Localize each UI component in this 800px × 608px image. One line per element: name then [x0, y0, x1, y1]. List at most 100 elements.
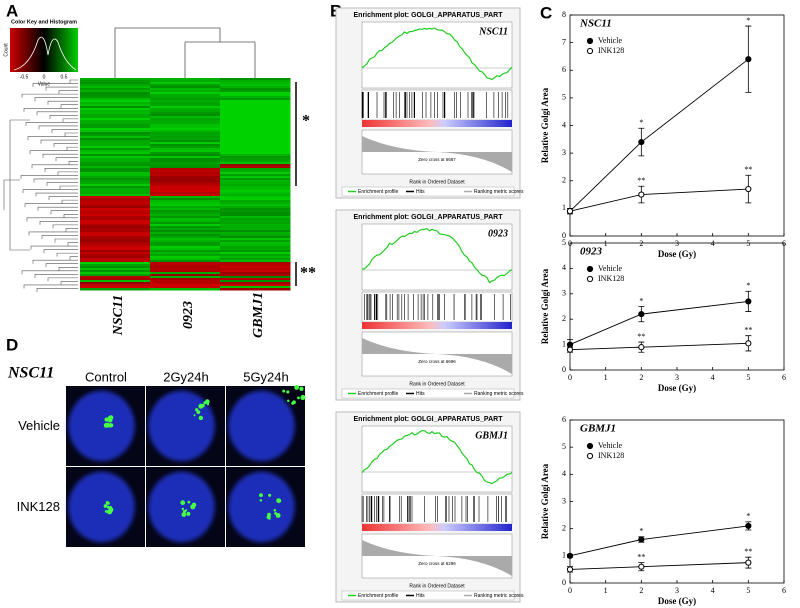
heatmap-cell — [220, 168, 291, 171]
heatmap-cell — [220, 136, 291, 139]
annotation: * — [746, 512, 750, 521]
heatmap-cell — [80, 160, 151, 163]
chart-title: NSC11 — [579, 18, 612, 30]
chart-title: GBMJ1 — [580, 423, 616, 435]
point — [745, 559, 752, 566]
legend-label: INK128 — [598, 451, 624, 460]
heatmap-cell — [150, 94, 221, 97]
heatmap-cell — [150, 172, 221, 175]
top-dendrogram — [114, 27, 256, 78]
heatmap-cell — [80, 106, 151, 109]
heatmap-cell — [150, 266, 221, 269]
heatmap — [80, 78, 291, 291]
heatmap-cell — [220, 166, 291, 169]
heatmap-cell — [150, 116, 221, 119]
heatmap-cell — [80, 82, 151, 85]
heatmap-cell — [150, 130, 221, 133]
heatmap-cell — [80, 164, 151, 167]
point — [566, 346, 574, 353]
point — [638, 311, 645, 318]
heatmap-cell — [80, 280, 151, 283]
gsea-legend-label: Ranking metric scores — [474, 189, 524, 195]
annotation: * — [746, 281, 750, 290]
y-tick-label: 3 — [562, 496, 566, 505]
golgi — [109, 505, 112, 509]
heatmap-cell — [80, 286, 151, 289]
y-tick-label: 6 — [562, 415, 566, 424]
heatmap-cell — [220, 106, 291, 109]
metric-area — [362, 136, 512, 172]
gsea-legend-label: Hits — [416, 189, 425, 195]
point — [745, 298, 752, 305]
heatmap-cell — [150, 284, 221, 287]
key-tick: 0 — [43, 74, 46, 80]
heatmap-cell — [220, 146, 291, 149]
heatmap-cell — [80, 224, 151, 227]
heatmap-cell — [220, 88, 291, 91]
heatmap-cell — [150, 246, 221, 249]
heatmap-cell — [150, 142, 221, 145]
y-tick-label: 5 — [562, 238, 566, 247]
heatmap-cell — [150, 212, 221, 215]
heatmap-cell — [220, 156, 291, 159]
heatmap-cell — [150, 92, 221, 95]
heatmap-cell — [80, 206, 151, 209]
zero-cross: Zero cross at 6687 — [418, 157, 456, 162]
legend-label: INK128 — [598, 46, 624, 55]
column-label: Control — [85, 369, 127, 384]
heatmap-cell — [220, 102, 291, 105]
heatmap-cell — [150, 100, 221, 103]
gsea-sample: 0923 — [488, 228, 508, 239]
heatmap-cell — [80, 202, 151, 205]
heatmap-cell — [150, 190, 221, 193]
heatmap-cell — [150, 226, 221, 229]
heatmap-cell — [80, 230, 151, 233]
heatmap-cell — [80, 148, 151, 151]
heatmap-cell — [80, 204, 151, 207]
heatmap-cell — [220, 222, 291, 225]
x-tick-label: 3 — [675, 586, 679, 595]
heatmap-cell — [220, 82, 291, 85]
golgi — [273, 508, 277, 512]
y-tick-label: 4 — [562, 263, 566, 272]
annotation: ** — [637, 332, 645, 341]
nucleus — [68, 390, 135, 462]
x-axis-label: Dose (Gy) — [658, 249, 696, 259]
x-tick-label: 3 — [675, 373, 679, 382]
heatmap-cell — [150, 170, 221, 173]
heatmap-cell — [150, 218, 221, 221]
heatmap-cell — [150, 108, 221, 111]
gsea-legend-label: Hits — [416, 593, 425, 599]
heatmap-cell — [150, 88, 221, 91]
heatmap-cell — [220, 242, 291, 245]
heatmap-cell — [150, 274, 221, 277]
es-curve — [361, 429, 513, 485]
x-tick-label: 5 — [746, 373, 750, 382]
heatmap-cell — [220, 144, 291, 147]
heatmap-cell — [80, 246, 151, 249]
x-tick-label: 4 — [711, 586, 715, 595]
heatmap-cell — [80, 142, 151, 145]
heatmap-cell — [150, 156, 221, 159]
heatmap-cell — [220, 172, 291, 175]
golgi — [286, 390, 290, 394]
heatmap-cell — [150, 202, 221, 205]
heatmap-cell — [80, 212, 151, 215]
x-tick-label: 0 — [568, 373, 572, 382]
gsea-title: Enrichment plot: GOLGI_APPARATUS_PART — [354, 416, 504, 423]
point — [638, 138, 645, 146]
row-label: Vehicle — [18, 418, 60, 433]
golgi — [186, 511, 191, 516]
heatmap-cell — [220, 258, 291, 261]
heatmap-cell — [150, 252, 221, 255]
heatmap-cell — [150, 288, 221, 291]
heatmap-cell — [220, 140, 291, 143]
series-line — [569, 562, 749, 570]
hits-panel — [361, 291, 513, 323]
nucleus — [68, 471, 135, 543]
metric-area — [362, 338, 512, 374]
heatmap-cell — [220, 124, 291, 127]
heatmap-cell — [220, 186, 291, 189]
series-line — [569, 342, 749, 351]
gsea-legend-label: Ranking metric scores — [474, 391, 524, 397]
